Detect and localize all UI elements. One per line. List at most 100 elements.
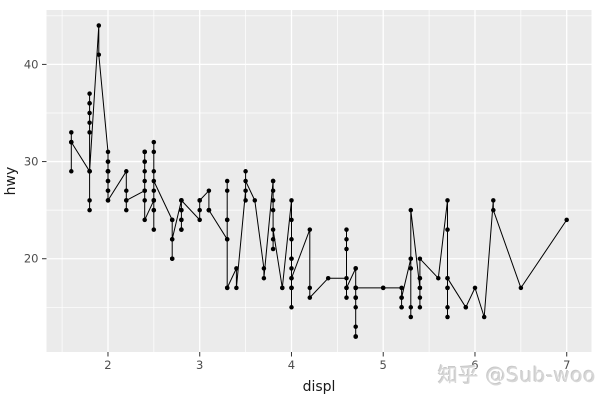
data-point: [224, 178, 230, 184]
data-point: [408, 266, 414, 271]
data-point: [142, 149, 147, 155]
data-point: [353, 334, 358, 339]
data-point: [307, 227, 313, 232]
data-point: [243, 188, 248, 193]
y-tick-label-40: 40: [24, 57, 39, 71]
data-point: [87, 130, 92, 135]
data-point: [445, 198, 450, 203]
data-point: [124, 169, 129, 174]
data-point: [344, 275, 349, 281]
data-point: [87, 169, 92, 174]
data-point: [69, 169, 74, 174]
data-point: [380, 285, 386, 291]
x-tick-label-3: 3: [196, 358, 203, 372]
data-point: [344, 237, 349, 242]
data-point: [445, 305, 450, 310]
data-point: [417, 295, 423, 300]
data-point: [105, 149, 111, 155]
data-point: [142, 169, 147, 174]
data-point: [142, 217, 147, 223]
data-point: [280, 285, 285, 291]
data-point: [206, 188, 212, 193]
data-point: [151, 178, 157, 184]
data-point: [96, 52, 102, 57]
data-point: [399, 305, 404, 310]
data-point: [69, 139, 74, 145]
data-point: [224, 237, 230, 242]
data-point: [344, 227, 349, 232]
data-point: [481, 314, 487, 320]
data-point: [472, 285, 478, 291]
data-point: [197, 217, 202, 223]
plot-panel: [46, 10, 592, 352]
data-point: [151, 227, 157, 232]
data-point: [224, 217, 230, 223]
data-point: [151, 207, 157, 213]
data-point: [353, 305, 358, 310]
data-point: [151, 188, 157, 193]
data-point: [289, 217, 294, 223]
data-point: [151, 198, 157, 203]
data-point: [142, 198, 147, 203]
data-point: [518, 285, 524, 291]
data-point: [408, 314, 414, 320]
data-point: [408, 305, 414, 310]
data-point: [270, 246, 276, 252]
data-point: [289, 285, 294, 291]
data-point: [417, 256, 423, 261]
x-tick-label-7: 7: [563, 358, 570, 372]
data-point: [151, 149, 157, 155]
data-point: [445, 275, 450, 281]
data-point: [87, 110, 92, 116]
data-point: [408, 256, 414, 261]
data-point: [124, 188, 129, 193]
data-point: [270, 227, 276, 232]
data-point: [353, 285, 358, 291]
data-point: [105, 159, 111, 164]
data-point: [142, 188, 147, 193]
data-point: [105, 178, 111, 184]
data-point: [224, 188, 230, 193]
data-point: [463, 305, 469, 310]
watermark-text: 知乎 @Sub-woo: [438, 363, 596, 387]
data-point: [445, 227, 450, 232]
data-point: [307, 285, 313, 291]
data-point: [69, 130, 74, 135]
minor-gridlines: [46, 10, 592, 352]
data-point: [445, 285, 450, 291]
data-point: [289, 275, 294, 281]
y-tick-label-20: 20: [24, 252, 39, 266]
data-point: [270, 198, 276, 203]
data-point: [87, 101, 92, 106]
line-series: [70, 25, 568, 337]
y-tick-label-30: 30: [24, 155, 39, 169]
data-point: [206, 207, 212, 213]
data-point: [436, 275, 441, 281]
data-point: [105, 169, 111, 174]
data-point: [197, 198, 202, 203]
data-point: [270, 237, 276, 242]
data-point: [270, 207, 276, 213]
data-point: [344, 285, 349, 291]
x-tick-label-5: 5: [380, 358, 387, 372]
data-point: [307, 295, 313, 300]
data-point: [261, 266, 267, 271]
data-point: [87, 120, 92, 125]
data-point: [344, 246, 349, 252]
data-point: [564, 217, 569, 223]
data-point: [234, 285, 239, 291]
data-point: [169, 256, 175, 261]
data-point: [105, 198, 111, 203]
data-point: [124, 207, 129, 213]
data-point: [169, 237, 175, 242]
data-point: [224, 285, 230, 291]
data-point: [353, 295, 358, 300]
data-point: [491, 207, 496, 213]
data-point: [243, 169, 248, 174]
data-point: [353, 266, 358, 271]
data-point: [270, 188, 276, 193]
data-point: [289, 266, 294, 271]
data-point: [87, 207, 92, 213]
